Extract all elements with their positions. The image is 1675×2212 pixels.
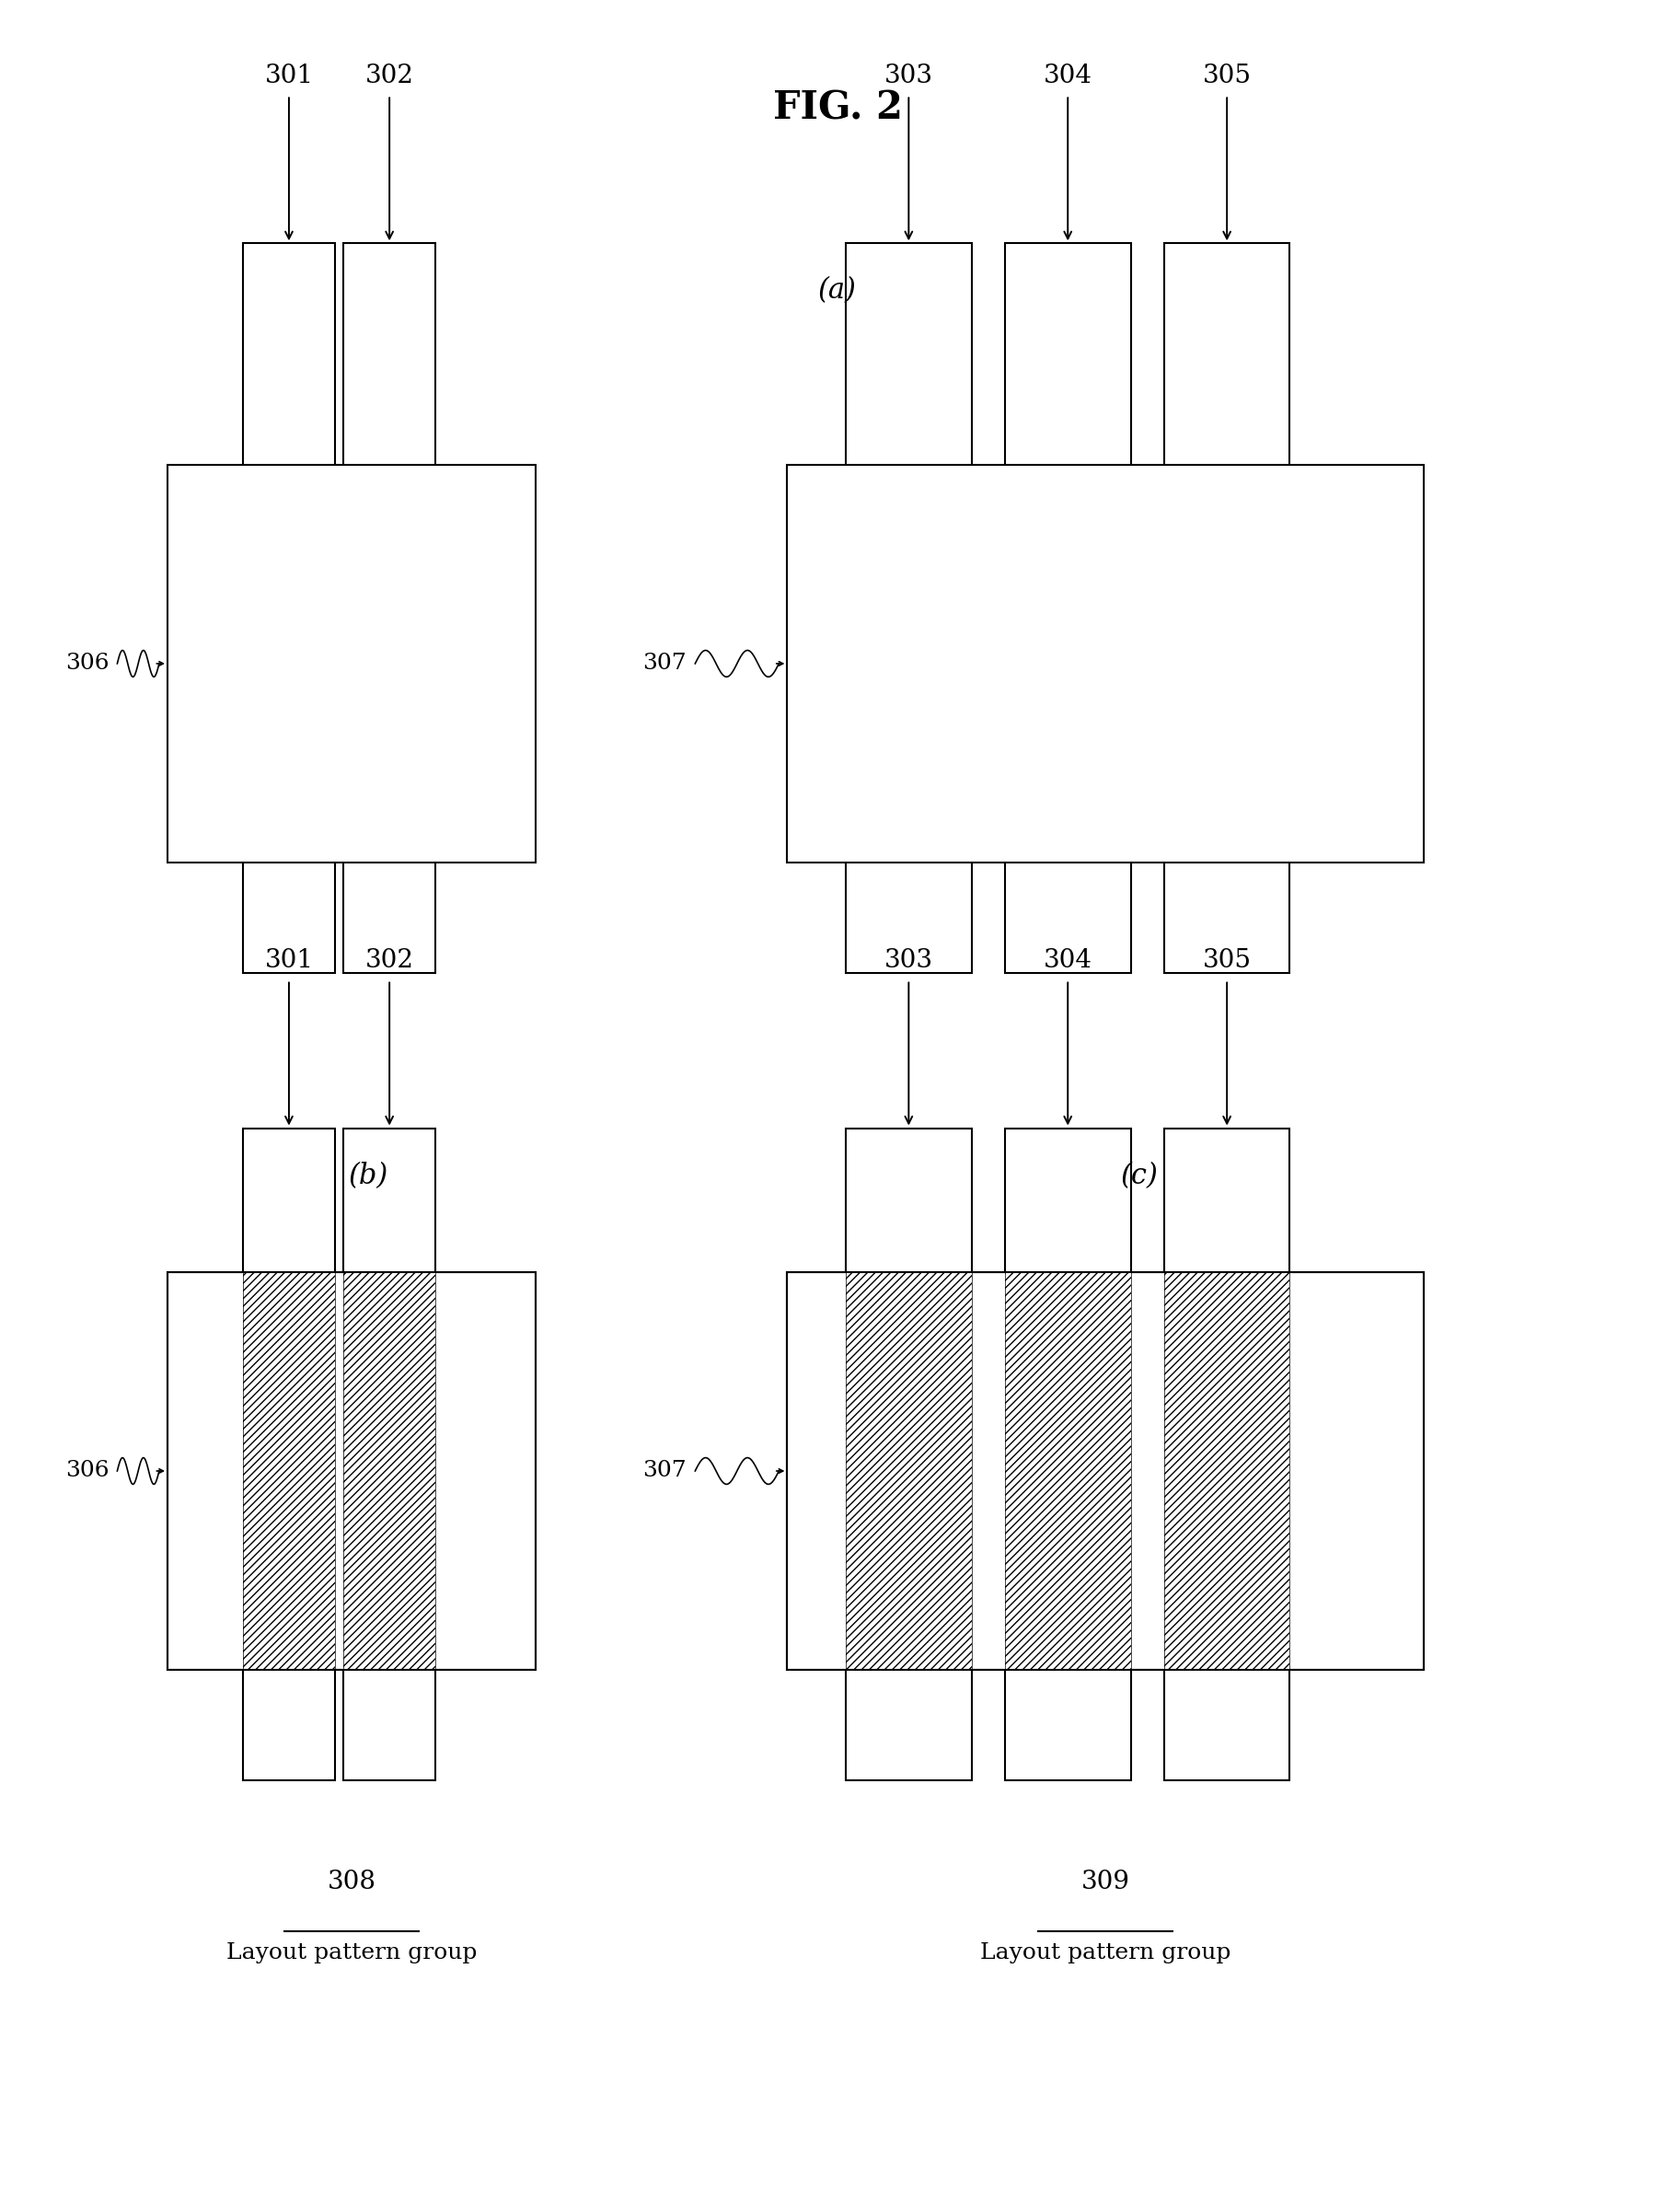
Bar <box>168 1272 536 1670</box>
Text: 308: 308 <box>327 1869 377 1893</box>
Text: 307: 307 <box>643 653 687 675</box>
Bar <box>243 1272 335 1670</box>
Text: 309: 309 <box>1080 1869 1131 1893</box>
Bar <box>343 1272 435 1670</box>
Bar <box>1005 1272 1131 1670</box>
Text: 302: 302 <box>365 949 414 973</box>
Bar <box>243 1272 335 1670</box>
Text: 301: 301 <box>265 64 313 88</box>
Text: Layout pattern group: Layout pattern group <box>980 1942 1231 1964</box>
Bar <box>1164 1272 1290 1670</box>
Text: Layout pattern group: Layout pattern group <box>226 1942 477 1964</box>
Text: 302: 302 <box>365 64 414 88</box>
Bar <box>787 1272 1424 1670</box>
Bar <box>343 243 435 973</box>
Bar <box>846 1272 971 1670</box>
Text: 307: 307 <box>643 1460 687 1482</box>
Bar <box>343 1128 435 1781</box>
Text: FIG. 2: FIG. 2 <box>772 88 903 126</box>
Text: 305: 305 <box>1203 64 1251 88</box>
Bar <box>846 1272 971 1670</box>
Bar <box>343 1272 435 1670</box>
Bar <box>1005 1272 1131 1670</box>
Bar <box>846 1128 971 1781</box>
Bar <box>168 465 536 863</box>
Text: (a): (a) <box>817 276 858 305</box>
Bar <box>1005 1128 1131 1781</box>
Bar <box>1005 243 1131 973</box>
Bar <box>1164 243 1290 973</box>
Text: (c): (c) <box>1121 1161 1157 1190</box>
Text: 303: 303 <box>884 949 933 973</box>
Bar <box>787 465 1424 863</box>
Text: 301: 301 <box>265 949 313 973</box>
Text: 306: 306 <box>65 1460 109 1482</box>
Text: 304: 304 <box>1044 64 1092 88</box>
Text: 305: 305 <box>1203 949 1251 973</box>
Text: 306: 306 <box>65 653 109 675</box>
Text: 303: 303 <box>884 64 933 88</box>
Bar <box>243 243 335 973</box>
Bar <box>168 1272 536 1670</box>
Bar <box>1164 1128 1290 1781</box>
Text: (b): (b) <box>348 1161 389 1190</box>
Bar <box>1164 1272 1290 1670</box>
Text: 304: 304 <box>1044 949 1092 973</box>
Bar <box>787 1272 1424 1670</box>
Bar <box>243 1128 335 1781</box>
Bar <box>846 243 971 973</box>
